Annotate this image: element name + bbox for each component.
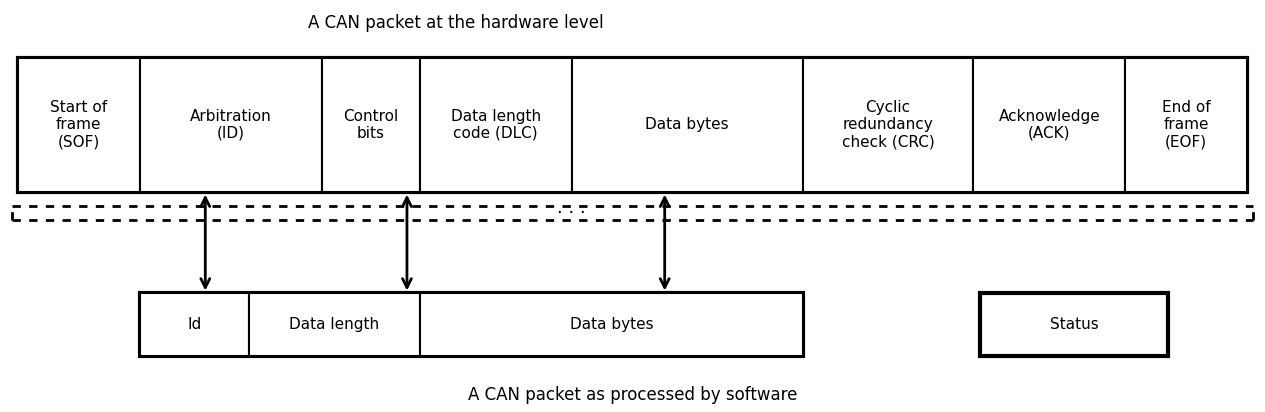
Bar [139,293,803,356]
Text: Data length
code (DLC): Data length code (DLC) [450,108,540,141]
Bar [420,293,803,356]
Bar [973,58,1126,192]
Bar [139,293,249,356]
Text: Data length: Data length [290,317,380,332]
Text: Data bytes: Data bytes [645,117,729,132]
Text: A CAN packet as processed by software: A CAN packet as processed by software [468,386,797,404]
Text: Status: Status [1050,317,1098,332]
Bar [803,58,973,192]
Bar [1126,58,1247,192]
Text: Control
bits: Control bits [343,108,398,141]
Bar [18,58,1247,192]
Text: Arbitration
(ID): Arbitration (ID) [190,108,272,141]
Text: Acknowledge
(ACK): Acknowledge (ACK) [998,108,1101,141]
Bar [249,293,420,356]
Bar [18,58,139,192]
Text: Data bytes: Data bytes [569,317,653,332]
Text: Id: Id [187,317,201,332]
Text: Cyclic
redundancy
check (CRC): Cyclic redundancy check (CRC) [841,100,935,150]
Text: Start of
frame
(SOF): Start of frame (SOF) [51,100,108,150]
Text: A CAN packet at the hardware level: A CAN packet at the hardware level [309,14,603,32]
Bar [323,58,420,192]
Text: End of
frame
(EOF): End of frame (EOF) [1163,100,1211,150]
Bar [572,58,803,192]
Bar [979,293,1168,356]
Bar [420,58,572,192]
Bar [139,58,323,192]
Text: · · ·: · · · [558,204,586,222]
